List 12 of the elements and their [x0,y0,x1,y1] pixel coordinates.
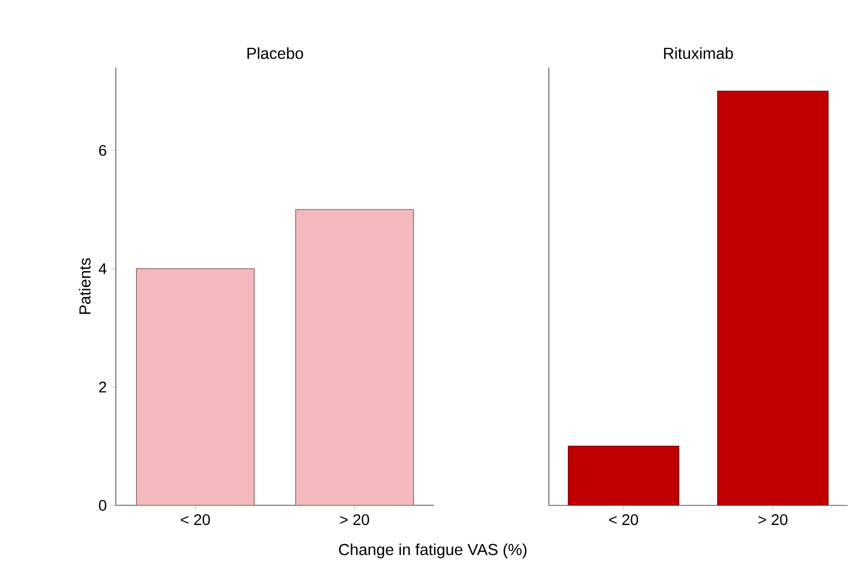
x-axis-title: Change in fatigue VAS (%) [339,543,526,558]
x-tick-label: > 20 [758,514,788,526]
y-axis-title: Patients [78,258,91,314]
y-tick-label: 0 [98,500,106,511]
x-tick-label: < 20 [609,514,638,526]
x-tick-label: < 20 [180,514,210,526]
chart-title: Placebo [247,47,304,59]
y-tick-label: 6 [99,144,106,156]
x-tick-label: > 20 [340,514,370,526]
chart-title: Rituximab [664,47,733,59]
y-tick-label: 2 [99,382,106,392]
y-tick-label: 4 [98,263,106,274]
